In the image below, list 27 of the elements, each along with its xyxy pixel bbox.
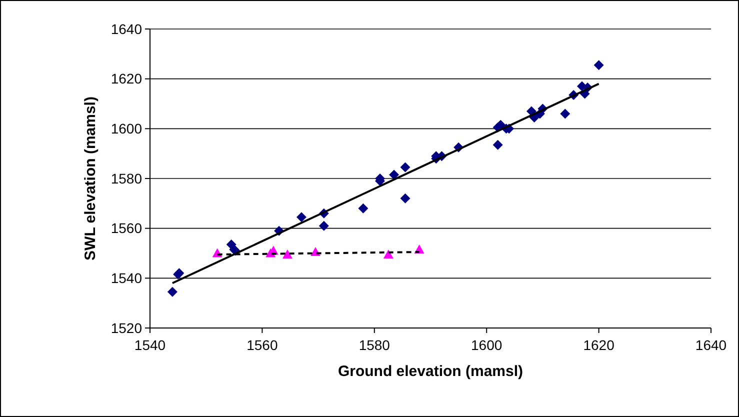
point [560,108,570,119]
y-tick-label: 1580 [110,170,142,186]
point [318,220,329,231]
y-tick-label: 1520 [110,320,142,336]
point [400,193,410,204]
y-tick-label: 1620 [110,70,142,87]
x-axis-title: Ground elevation (mamsl) [338,363,524,380]
point [383,249,394,258]
y-tick-label: 1600 [110,120,142,137]
y-tick-label: 1540 [110,270,142,286]
x-tick-label: 1560 [246,337,278,353]
point [296,212,306,222]
x-tick-label: 1620 [583,337,615,353]
point [389,170,400,180]
y-axis-title: SWL elevation (mamsl) [82,96,99,260]
point [594,60,604,70]
x-tick-label: 1540 [134,337,166,353]
x-tick-label: 1580 [358,337,390,353]
y-tick-label: 1560 [110,220,142,236]
point [167,286,178,297]
y-tick-label: 1640 [110,20,142,37]
point [492,140,503,150]
x-tick-label: 1600 [471,337,502,353]
point [400,162,410,172]
point [358,203,368,214]
point [282,249,292,258]
x-tick-label: 1640 [695,337,727,353]
